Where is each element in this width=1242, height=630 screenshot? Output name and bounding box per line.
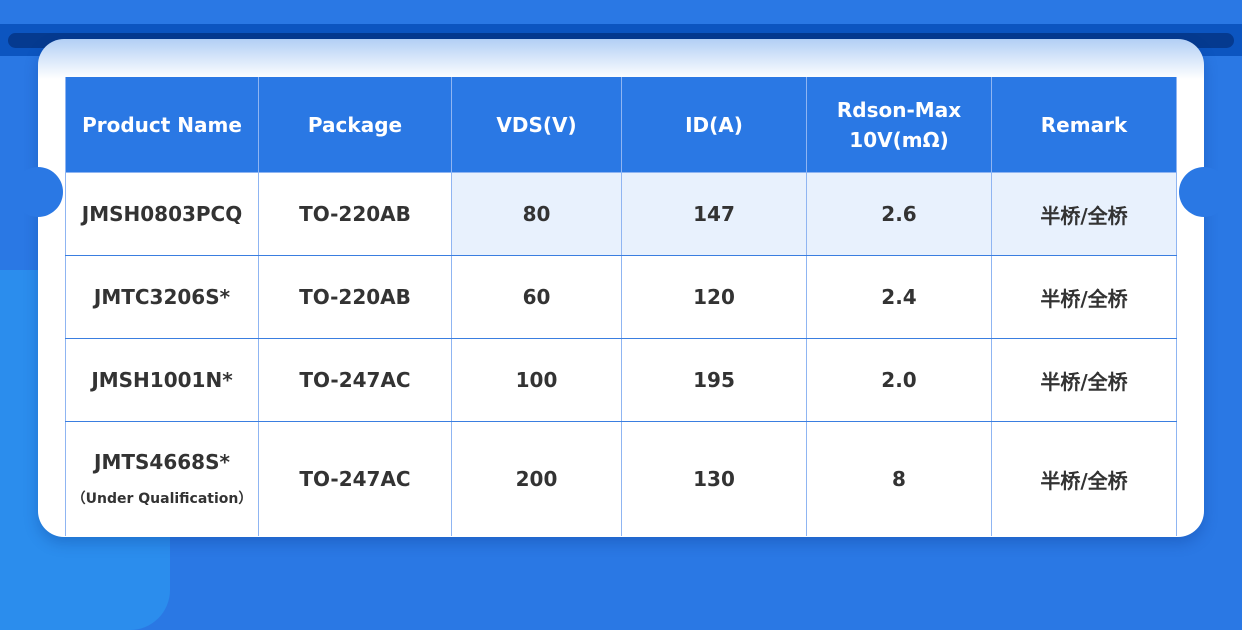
header-package: Package	[258, 77, 452, 173]
cell-vds: 100	[451, 338, 622, 422]
cell-id: 195	[621, 338, 807, 422]
table-header-row: Product Name Package VDS(V) ID(A) Rdson-…	[65, 77, 1177, 173]
header-rdson: Rdson-Max 10V(mΩ)	[806, 77, 992, 173]
product-table: Product Name Package VDS(V) ID(A) Rdson-…	[65, 77, 1177, 536]
cell-product-name: JMSH1001N*	[65, 338, 259, 422]
cell-rdson: 2.4	[806, 255, 992, 339]
product-name: JMTS4668S*	[94, 450, 230, 474]
cell-vds: 80	[451, 172, 622, 256]
cell-id: 147	[621, 172, 807, 256]
cell-remark: 半桥/全桥	[991, 421, 1177, 536]
cell-rdson: 8	[806, 421, 992, 536]
table-row: JMTS4668S* （Under Qualification） TO-247A…	[65, 421, 1177, 536]
right-notch	[1179, 167, 1229, 217]
cell-product-name: JMSH0803PCQ	[65, 172, 259, 256]
cell-package: TO-220AB	[258, 172, 452, 256]
table-row: JMSH0803PCQ TO-220AB 80 147 2.6 半桥/全桥	[65, 172, 1177, 256]
cell-remark: 半桥/全桥	[991, 172, 1177, 256]
cell-package: TO-220AB	[258, 255, 452, 339]
cell-package: TO-247AC	[258, 338, 452, 422]
header-product-name: Product Name	[65, 77, 259, 173]
left-notch	[13, 167, 63, 217]
qualification-note: （Under Qualification）	[71, 491, 253, 507]
cell-id: 120	[621, 255, 807, 339]
header-vds: VDS(V)	[451, 77, 622, 173]
table-row: JMTC3206S* TO-220AB 60 120 2.4 半桥/全桥	[65, 255, 1177, 339]
cell-product-name: JMTC3206S*	[65, 255, 259, 339]
cell-remark: 半桥/全桥	[991, 255, 1177, 339]
header-remark: Remark	[991, 77, 1177, 173]
cell-product-name: JMTS4668S* （Under Qualification）	[65, 421, 259, 536]
cell-rdson: 2.6	[806, 172, 992, 256]
cell-remark: 半桥/全桥	[991, 338, 1177, 422]
cell-rdson: 2.0	[806, 338, 992, 422]
table-row: JMSH1001N* TO-247AC 100 195 2.0 半桥/全桥	[65, 338, 1177, 422]
cell-id: 130	[621, 421, 807, 536]
cell-vds: 60	[451, 255, 622, 339]
cell-package: TO-247AC	[258, 421, 452, 536]
cell-vds: 200	[451, 421, 622, 536]
header-id: ID(A)	[621, 77, 807, 173]
